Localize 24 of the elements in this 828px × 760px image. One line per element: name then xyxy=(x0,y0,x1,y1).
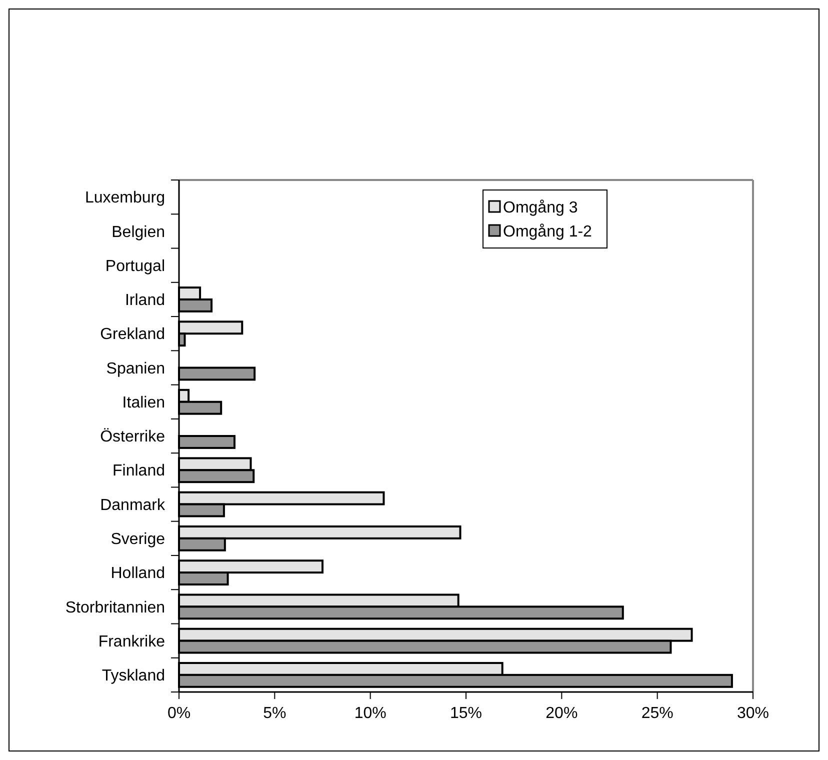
x-tick-label: 0% xyxy=(167,705,191,722)
y-tick-label: Holland xyxy=(110,565,165,582)
y-tick-label: Danmark xyxy=(100,496,166,514)
y-tick-label: Spanien xyxy=(106,360,165,378)
y-tick-label: Frankrike xyxy=(98,633,166,650)
y-tick-label: Irland xyxy=(124,292,165,310)
y-tick-label: Österrike xyxy=(100,428,166,446)
legend-label: Omgång 1-2 xyxy=(503,224,592,241)
y-tick-label: Tyskland xyxy=(102,668,165,685)
x-tick-label: 5% xyxy=(263,705,286,722)
y-tick-label: Storbritannien xyxy=(65,599,165,616)
legend-label: Omgång 3 xyxy=(503,200,578,217)
x-tick-label: 15% xyxy=(450,705,482,722)
y-tick-label: Finland xyxy=(112,462,165,480)
y-tick-label: Portugal xyxy=(105,258,165,275)
y-tick-label: Luxemburg xyxy=(84,190,165,207)
x-tick-label: 25% xyxy=(641,705,674,722)
x-tick-label: 30% xyxy=(736,705,770,722)
y-tick-label: Italien xyxy=(122,394,165,412)
x-tick-label: 20% xyxy=(546,705,578,722)
x-tick-label: 10% xyxy=(354,705,386,722)
y-tick-label: Sverige xyxy=(110,531,166,548)
y-tick-label: Belgien xyxy=(112,224,165,241)
y-tick-label: Grekland xyxy=(100,326,165,344)
